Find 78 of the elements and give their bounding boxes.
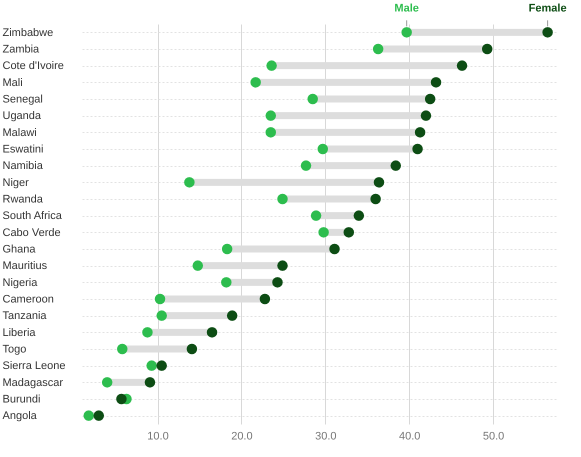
point bbox=[260, 294, 270, 304]
x-tick-label: 30.0 bbox=[315, 430, 337, 442]
point bbox=[542, 27, 553, 38]
point bbox=[354, 210, 364, 221]
point bbox=[156, 360, 167, 371]
point bbox=[344, 227, 354, 238]
point bbox=[300, 160, 312, 171]
point bbox=[329, 244, 340, 254]
point bbox=[390, 160, 402, 171]
y-tick-label: Angola bbox=[2, 410, 38, 422]
point bbox=[456, 60, 468, 71]
point bbox=[272, 277, 283, 288]
point bbox=[142, 327, 153, 338]
point bbox=[424, 94, 436, 104]
point bbox=[412, 144, 423, 154]
y-tick-label: Malawi bbox=[2, 126, 37, 139]
x-tick-label: 50.0 bbox=[482, 430, 504, 442]
y-tick-label: Cote d'Ivoire bbox=[2, 60, 64, 72]
series-label: Male bbox=[394, 2, 419, 14]
x-tick-label: 10.0 bbox=[147, 430, 169, 442]
y-tick-label: Burundi bbox=[2, 394, 40, 406]
point bbox=[374, 177, 384, 188]
x-tick-label: 40.0 bbox=[398, 430, 420, 442]
y-tick-label: Madagascar bbox=[2, 376, 64, 389]
point bbox=[94, 410, 104, 421]
point bbox=[266, 127, 276, 138]
y-tick-label: Senegal bbox=[2, 94, 43, 106]
point bbox=[186, 344, 198, 354]
point bbox=[266, 110, 276, 121]
point bbox=[221, 277, 232, 288]
y-tick-label: Zimbabwe bbox=[2, 26, 54, 39]
y-tick-label: Uganda bbox=[2, 110, 42, 122]
point bbox=[482, 44, 492, 54]
y-tick-label: Zambia bbox=[2, 44, 40, 56]
point bbox=[144, 377, 156, 388]
point bbox=[154, 294, 166, 304]
point bbox=[307, 94, 318, 104]
point bbox=[430, 77, 442, 88]
y-tick-label: Mali bbox=[2, 76, 23, 89]
y-tick-label: Cabo Verde bbox=[2, 226, 61, 239]
point bbox=[277, 194, 288, 204]
point bbox=[146, 360, 157, 371]
point bbox=[266, 60, 277, 71]
y-tick-label: Togo bbox=[2, 344, 26, 356]
point bbox=[206, 327, 218, 338]
point bbox=[117, 344, 128, 354]
y-tick-label: Cameroon bbox=[2, 294, 54, 306]
point bbox=[414, 127, 426, 138]
point bbox=[156, 310, 167, 321]
x-tick-label: 20.0 bbox=[231, 430, 253, 442]
point bbox=[318, 227, 329, 238]
y-tick-label: Sierra Leone bbox=[2, 360, 66, 372]
point bbox=[370, 194, 381, 204]
y-tick-label: Rwanda bbox=[2, 194, 44, 206]
y-tick-label: Liberia bbox=[2, 326, 36, 339]
point bbox=[401, 27, 412, 38]
point bbox=[250, 77, 261, 88]
point bbox=[372, 44, 384, 54]
point bbox=[226, 310, 238, 321]
point bbox=[184, 177, 195, 188]
point bbox=[318, 144, 328, 154]
point bbox=[102, 377, 112, 388]
point bbox=[310, 210, 322, 221]
y-tick-label: Eswatini bbox=[2, 144, 44, 156]
y-tick-label: Nigeria bbox=[2, 276, 38, 289]
y-tick-label: Niger bbox=[2, 176, 30, 189]
point bbox=[116, 394, 127, 404]
point bbox=[222, 244, 232, 254]
y-tick-label: Tanzania bbox=[2, 310, 48, 322]
series-label: Female bbox=[528, 2, 567, 14]
y-tick-label: Namibia bbox=[2, 160, 44, 172]
y-tick-label: Ghana bbox=[2, 244, 36, 256]
point bbox=[192, 260, 204, 271]
y-tick-label: South Africa bbox=[2, 210, 63, 222]
y-tick-label: Mauritius bbox=[2, 260, 48, 272]
point bbox=[420, 110, 432, 121]
point bbox=[277, 260, 288, 271]
point bbox=[83, 410, 94, 421]
